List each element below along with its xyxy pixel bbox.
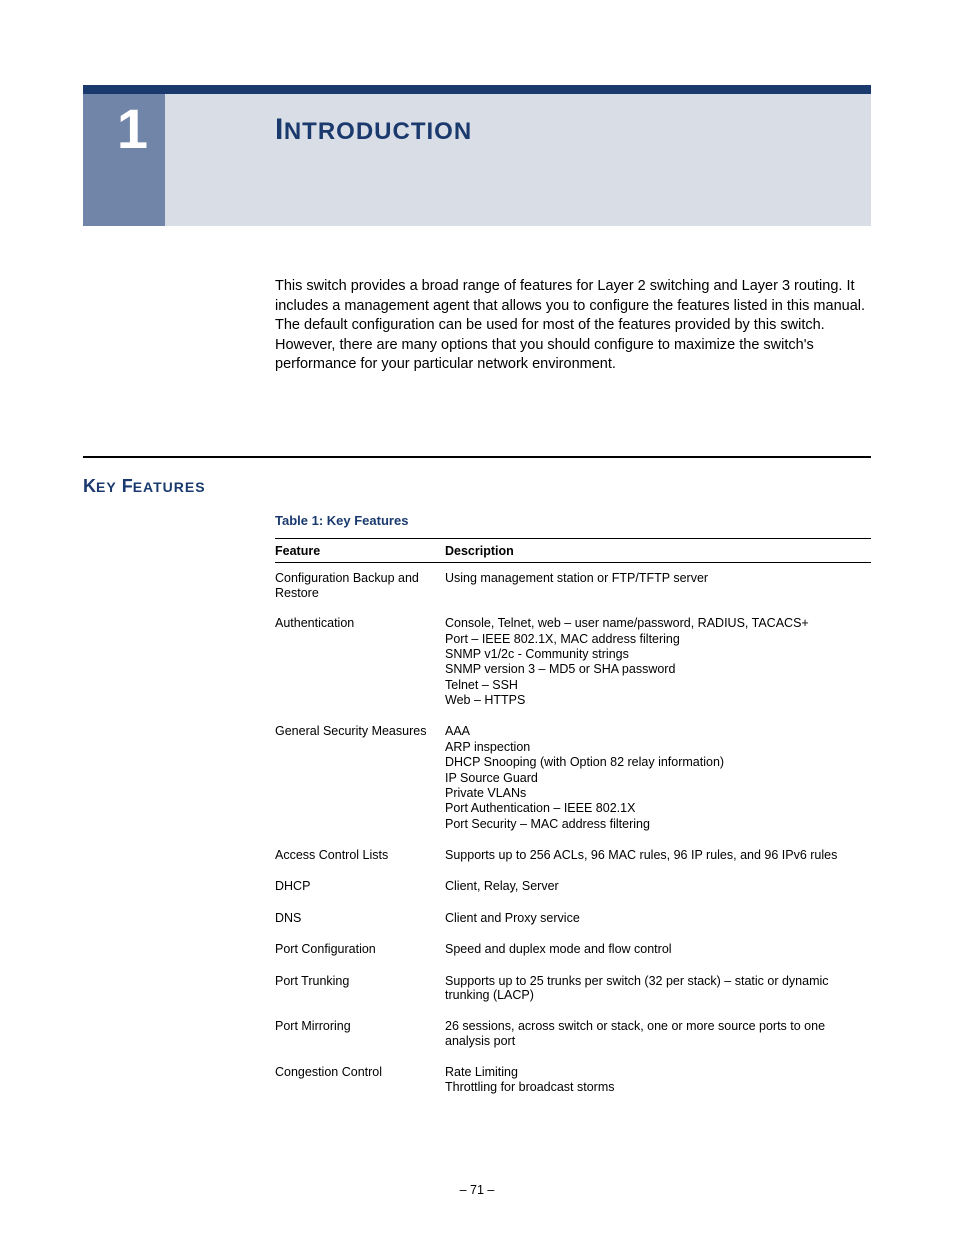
chapter-number: 1 <box>83 96 148 161</box>
table-desc-line: Rate Limiting <box>445 1065 871 1079</box>
chapter-title: INTRODUCTION <box>275 113 472 147</box>
table-desc-line: DHCP Snooping (with Option 82 relay info… <box>445 755 871 769</box>
table-row: Port TrunkingSupports up to 25 trunks pe… <box>275 966 871 1012</box>
table-desc-line: SNMP version 3 – MD5 or SHA password <box>445 662 871 676</box>
table-desc-line: Client, Relay, Server <box>445 879 871 893</box>
table-desc-line: Supports up to 256 ACLs, 96 MAC rules, 9… <box>445 848 871 862</box>
chapter-title-initial: I <box>275 113 284 146</box>
table-row: Configuration Backup and RestoreUsing ma… <box>275 563 871 608</box>
table-desc-line: AAA <box>445 724 871 738</box>
table-desc-line: Speed and duplex mode and flow control <box>445 942 871 956</box>
table-cell-description: Console, Telnet, web – user name/passwor… <box>445 616 871 708</box>
table-row: DNSClient and Proxy service <box>275 903 871 934</box>
chapter-title-rest: NTRODUCTION <box>284 118 472 145</box>
section-heading-eatures: EATURES <box>133 479 206 495</box>
table-desc-line: Client and Proxy service <box>445 911 871 925</box>
top-accent-bar <box>83 85 871 94</box>
table-cell-description: Speed and duplex mode and flow control <box>445 942 871 957</box>
table-row: Congestion ControlRate LimitingThrottlin… <box>275 1057 871 1104</box>
table-desc-line: Port Security – MAC address filtering <box>445 817 871 831</box>
table-cell-feature: Port Configuration <box>275 942 445 957</box>
table-cell-feature: Access Control Lists <box>275 848 445 863</box>
table-cell-feature: DNS <box>275 911 445 926</box>
table-row: General Security MeasuresAAA ARP inspecti… <box>275 716 871 840</box>
table-desc-line: Console, Telnet, web – user name/passwor… <box>445 616 871 630</box>
table-desc-line: Telnet – SSH <box>445 678 871 692</box>
table-cell-feature: Port Trunking <box>275 974 445 1004</box>
table-header-description: Description <box>445 544 871 558</box>
table-desc-line: Supports up to 25 trunks per switch (32 … <box>445 974 871 1003</box>
table-cell-description: Supports up to 25 trunks per switch (32 … <box>445 974 871 1004</box>
intro-paragraph: This switch provides a broad range of fe… <box>275 277 871 375</box>
table-cell-feature: Configuration Backup and Restore <box>275 571 445 600</box>
section-heading: KEY FEATURES <box>83 476 206 497</box>
table-desc-line: Web – HTTPS <box>445 693 871 707</box>
table-caption: Table 1: Key Features <box>275 513 408 528</box>
table-desc-line: 26 sessions, across switch or stack, one… <box>445 1019 871 1048</box>
section-heading-ey: EY <box>96 479 117 495</box>
table-desc-line: Using management station or FTP/TFTP ser… <box>445 571 871 585</box>
table-cell-feature: General Security Measures <box>275 724 445 832</box>
table-row: Port Mirroring26 sessions, across switch… <box>275 1011 871 1057</box>
table-cell-description: Client, Relay, Server <box>445 879 871 894</box>
section-heading-k: K <box>83 476 96 496</box>
table-cell-feature: DHCP <box>275 879 445 894</box>
table-desc-line: Private VLANs <box>445 786 871 800</box>
features-table: Feature Description Configuration Backup… <box>275 538 871 1104</box>
table-row: AuthenticationConsole, Telnet, web – use… <box>275 608 871 716</box>
table-desc-line: ARP inspection <box>445 740 871 754</box>
chapter-header-bg <box>83 94 871 226</box>
table-desc-line: Port Authentication – IEEE 802.1X <box>445 801 871 815</box>
table-row: Access Control ListsSupports up to 256 A… <box>275 840 871 871</box>
table-cell-feature: Congestion Control <box>275 1065 445 1096</box>
table-row: Port ConfigurationSpeed and duplex mode … <box>275 934 871 965</box>
section-divider <box>83 456 871 458</box>
table-cell-description: Supports up to 256 ACLs, 96 MAC rules, 9… <box>445 848 871 863</box>
table-row: DHCPClient, Relay, Server <box>275 871 871 902</box>
table-cell-description: 26 sessions, across switch or stack, one… <box>445 1019 871 1049</box>
page-number: – 71 – <box>0 1183 954 1197</box>
table-desc-line: SNMP v1/2c - Community strings <box>445 647 871 661</box>
table-desc-line: Port – IEEE 802.1X, MAC address filterin… <box>445 632 871 646</box>
section-heading-f: F <box>122 476 133 496</box>
table-cell-feature: Authentication <box>275 616 445 708</box>
table-header-row: Feature Description <box>275 538 871 563</box>
table-cell-description: Using management station or FTP/TFTP ser… <box>445 571 871 600</box>
table-desc-line: Throttling for broadcast storms <box>445 1080 871 1094</box>
table-header-feature: Feature <box>275 544 445 558</box>
table-cell-description: Client and Proxy service <box>445 911 871 926</box>
table-cell-description: AAA ARP inspectionDHCP Snooping (with Opt… <box>445 724 871 832</box>
table-cell-feature: Port Mirroring <box>275 1019 445 1049</box>
table-cell-description: Rate LimitingThrottling for broadcast st… <box>445 1065 871 1096</box>
table-desc-line: IP Source Guard <box>445 771 871 785</box>
